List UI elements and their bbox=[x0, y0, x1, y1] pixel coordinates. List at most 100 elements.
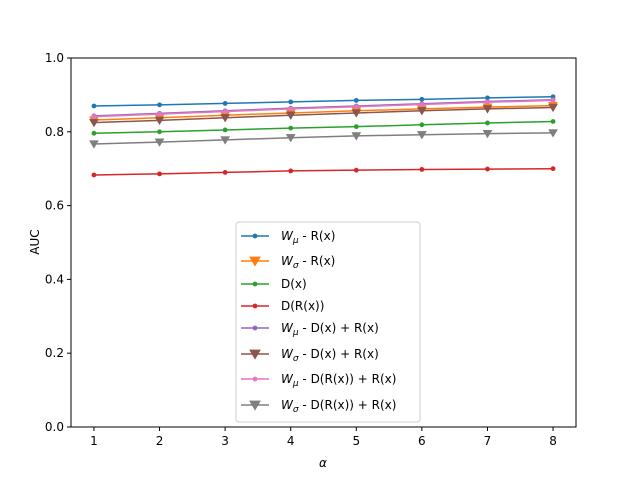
series-line bbox=[93, 104, 554, 121]
series-line bbox=[93, 95, 554, 107]
data-point bbox=[351, 132, 362, 141]
x-tick-label: 1 bbox=[90, 434, 98, 448]
data-point bbox=[353, 167, 359, 173]
series-line bbox=[93, 120, 554, 135]
x-axis: 1 2 3 4 5 6 7 8 bbox=[90, 427, 557, 448]
data-point bbox=[482, 105, 493, 114]
x-tick-label: 7 bbox=[484, 434, 492, 448]
data-point bbox=[91, 130, 97, 136]
data-point bbox=[222, 169, 228, 175]
x-tick-label: 3 bbox=[221, 434, 229, 448]
data-point bbox=[482, 130, 493, 139]
data-point bbox=[157, 102, 162, 108]
legend-entry: Wμ - R(x) bbox=[241, 229, 335, 246]
legend-label: Wμ - D(R(x)) + R(x) bbox=[281, 372, 396, 389]
series-line bbox=[93, 99, 554, 118]
data-point bbox=[89, 118, 99, 128]
legend-marker bbox=[252, 281, 258, 287]
legend-label: Wμ - R(x) bbox=[281, 229, 335, 246]
series-line bbox=[93, 132, 554, 145]
legend-entry: Wσ - D(x) + R(x) bbox=[241, 347, 379, 364]
data-point bbox=[89, 140, 99, 149]
y-tick-label: 0.0 bbox=[45, 420, 64, 434]
legend-marker bbox=[252, 233, 258, 239]
x-tick-label: 6 bbox=[418, 434, 426, 448]
data-point bbox=[550, 166, 556, 172]
legend-entry: Wμ - D(x) + R(x) bbox=[241, 321, 379, 338]
y-tick-label: 1.0 bbox=[45, 51, 64, 65]
data-point bbox=[222, 100, 228, 106]
data-point bbox=[220, 114, 231, 123]
axes-frame bbox=[70, 57, 577, 428]
x-tick-label: 5 bbox=[352, 434, 360, 448]
y-tick-label: 0.6 bbox=[45, 199, 64, 213]
legend-marker bbox=[249, 256, 261, 267]
data-point bbox=[91, 172, 97, 178]
data-point bbox=[550, 119, 556, 124]
data-point bbox=[222, 109, 228, 114]
data-point bbox=[288, 125, 294, 131]
data-point bbox=[353, 104, 359, 110]
legend-entry: Wσ - D(R(x)) + R(x) bbox=[241, 398, 396, 415]
legend-entry: D(x) bbox=[241, 277, 307, 291]
y-tick-label: 0.8 bbox=[45, 125, 64, 139]
data-point bbox=[154, 138, 165, 147]
series-3 bbox=[91, 166, 556, 178]
y-tick-label: 0.2 bbox=[45, 346, 64, 360]
legend-label: Wσ - D(R(x)) + R(x) bbox=[281, 398, 396, 415]
data-point bbox=[154, 116, 165, 126]
x-tick-label: 4 bbox=[287, 434, 295, 448]
data-point bbox=[548, 103, 558, 113]
data-point bbox=[288, 99, 294, 105]
legend-marker bbox=[252, 376, 258, 382]
legend-label: Wσ - R(x) bbox=[281, 254, 335, 271]
data-point bbox=[416, 107, 427, 116]
series-line bbox=[93, 167, 554, 176]
data-point bbox=[485, 166, 490, 172]
legend-entry: D(R(x)) bbox=[241, 299, 324, 313]
x-tick-label: 2 bbox=[156, 434, 164, 448]
data-point bbox=[419, 102, 425, 107]
data-point bbox=[353, 124, 359, 130]
data-point bbox=[288, 106, 294, 112]
legend-label: Wσ - D(x) + R(x) bbox=[281, 347, 379, 364]
legend-label: D(R(x)) bbox=[281, 299, 324, 313]
series-line bbox=[93, 106, 554, 124]
legend-label: Wμ - D(x) + R(x) bbox=[281, 321, 379, 338]
legend-marker bbox=[252, 325, 258, 331]
series-5 bbox=[89, 103, 558, 128]
y-axis: 0.0 0.2 0.4 0.6 0.8 1.0 bbox=[45, 51, 71, 434]
data-point bbox=[419, 167, 425, 172]
data-point bbox=[485, 95, 490, 101]
legend-entry: Wσ - R(x) bbox=[241, 254, 335, 271]
data-point bbox=[288, 168, 294, 174]
x-tick-label: 8 bbox=[549, 434, 557, 448]
legend-label: D(x) bbox=[281, 277, 307, 291]
legend-box bbox=[235, 221, 421, 423]
data-point bbox=[222, 127, 228, 133]
data-point bbox=[285, 111, 296, 120]
data-point bbox=[485, 120, 490, 126]
y-tick-label: 0.4 bbox=[45, 272, 64, 286]
legend: Wμ - R(x) Wσ - R(x) D(x) D(R(x)) Wμ - D(x) +… bbox=[235, 221, 421, 423]
data-point bbox=[157, 171, 162, 177]
series-7 bbox=[89, 129, 558, 149]
series-6 bbox=[91, 98, 556, 120]
data-point bbox=[550, 98, 556, 103]
x-axis-label: α bbox=[319, 456, 327, 470]
data-point bbox=[353, 98, 359, 103]
legend-entry: Wμ - D(R(x)) + R(x) bbox=[241, 372, 396, 389]
legend-marker bbox=[252, 303, 258, 309]
data-point bbox=[419, 122, 425, 128]
data-point bbox=[351, 109, 362, 118]
data-point bbox=[285, 134, 296, 143]
data-point bbox=[548, 129, 558, 138]
data-point bbox=[157, 111, 162, 117]
data-point bbox=[157, 129, 162, 135]
data-point bbox=[419, 96, 425, 102]
legend-marker bbox=[249, 400, 261, 411]
plot-area bbox=[89, 94, 558, 178]
y-axis-label: AUC bbox=[28, 229, 42, 254]
data-point bbox=[91, 114, 97, 120]
